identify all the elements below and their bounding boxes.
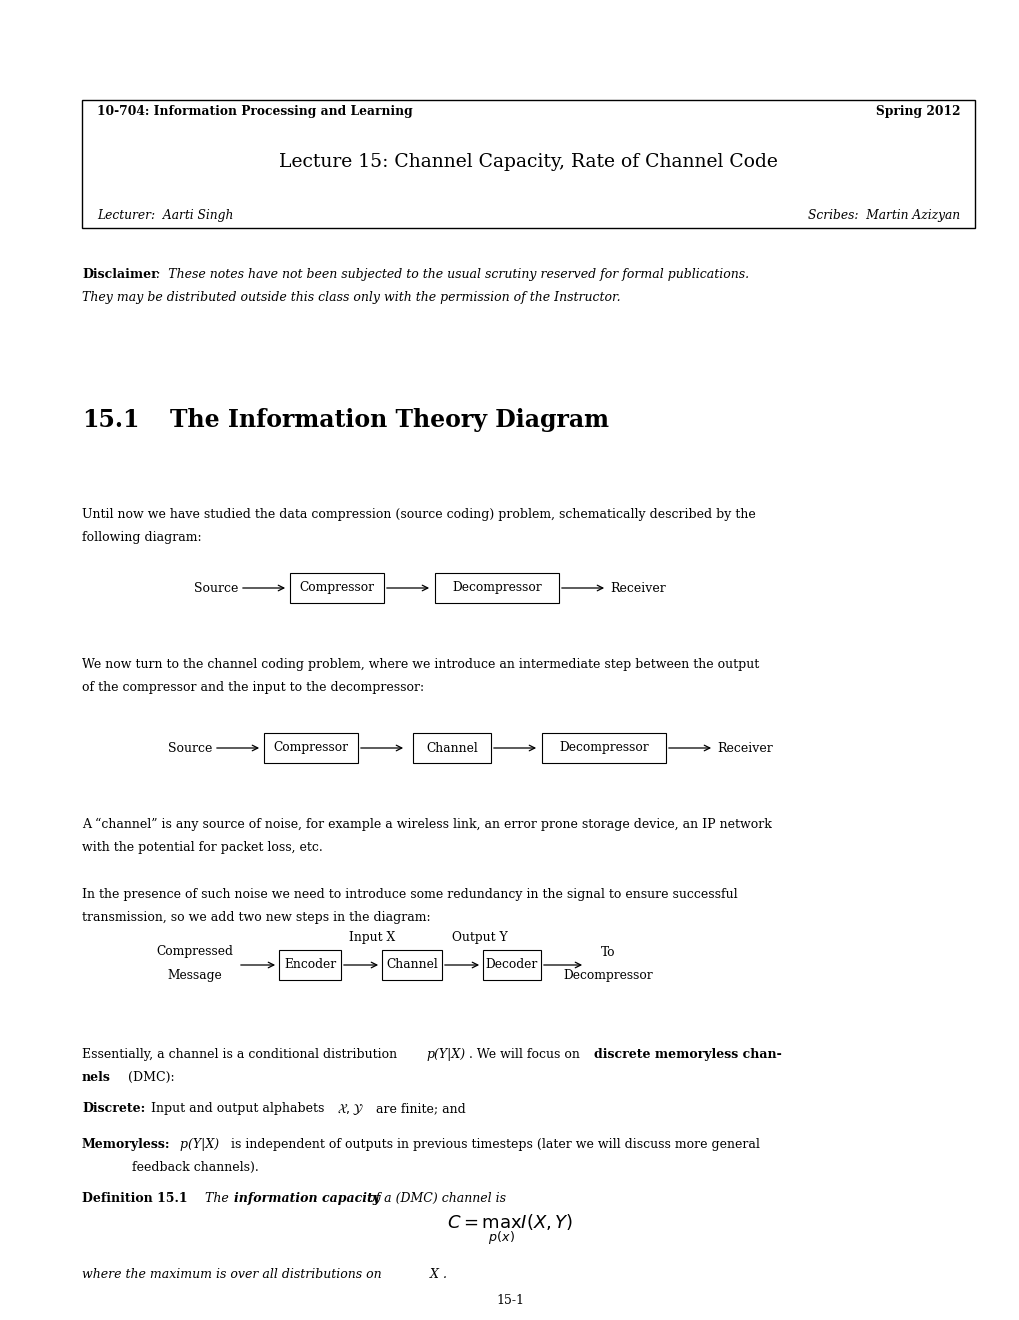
Text: Decompressor: Decompressor [558, 742, 648, 755]
Text: X: X [430, 1269, 438, 1280]
Text: Receiver: Receiver [609, 582, 665, 594]
Text: Lecturer:  Aarti Singh: Lecturer: Aarti Singh [97, 209, 233, 222]
Text: They may be distributed outside this class only with the permission of the Instr: They may be distributed outside this cla… [82, 290, 620, 304]
Text: Compressed: Compressed [156, 945, 233, 958]
Text: 10-704: Information Processing and Learning: 10-704: Information Processing and Learn… [97, 106, 413, 119]
Text: Channel: Channel [386, 958, 437, 972]
Text: In the presence of such noise we need to introduce some redundancy in the signal: In the presence of such noise we need to… [82, 888, 737, 902]
Text: information capacity: information capacity [233, 1192, 380, 1205]
Text: 15-1: 15-1 [495, 1294, 524, 1307]
FancyBboxPatch shape [279, 950, 340, 979]
Text: Memoryless:: Memoryless: [82, 1138, 170, 1151]
Text: Message: Message [167, 969, 222, 982]
Text: Source: Source [194, 582, 237, 594]
Text: Encoder: Encoder [283, 958, 335, 972]
Text: $\mathcal{X}, \mathcal{Y}$: $\mathcal{X}, \mathcal{Y}$ [336, 1102, 363, 1117]
Text: Compressor: Compressor [300, 582, 374, 594]
Text: following diagram:: following diagram: [82, 531, 202, 544]
Text: $C = \max_{p(x)} I(X, Y)$: $C = \max_{p(x)} I(X, Y)$ [446, 1213, 573, 1247]
Text: where the maximum is over all distributions on: where the maximum is over all distributi… [82, 1269, 385, 1280]
Text: are finite; and: are finite; and [372, 1102, 466, 1115]
Text: .: . [442, 1269, 446, 1280]
Text: Decoder: Decoder [485, 958, 538, 972]
Text: The: The [197, 1192, 232, 1205]
FancyBboxPatch shape [434, 573, 558, 603]
FancyBboxPatch shape [289, 573, 383, 603]
Text: Output Y: Output Y [451, 931, 507, 944]
Text: Spring 2012: Spring 2012 [874, 106, 959, 119]
Text: p(Y|X): p(Y|X) [176, 1138, 219, 1151]
Text: feedback channels).: feedback channels). [131, 1162, 259, 1173]
Text: (DMC):: (DMC): [124, 1071, 174, 1084]
FancyBboxPatch shape [82, 100, 974, 228]
Text: Source: Source [167, 742, 212, 755]
FancyBboxPatch shape [264, 733, 358, 763]
Text: Receiver: Receiver [716, 742, 772, 755]
Text: . We will focus on: . We will focus on [469, 1048, 583, 1061]
Text: To: To [600, 945, 614, 958]
Text: nels: nels [82, 1071, 111, 1084]
Text: Lecture 15: Channel Capacity, Rate of Channel Code: Lecture 15: Channel Capacity, Rate of Ch… [279, 153, 777, 172]
Text: Definition 15.1: Definition 15.1 [82, 1192, 187, 1205]
Text: of a (DMC) channel is: of a (DMC) channel is [364, 1192, 505, 1205]
FancyBboxPatch shape [413, 733, 490, 763]
FancyBboxPatch shape [382, 950, 441, 979]
Text: Until now we have studied the data compression (source coding) problem, schemati: Until now we have studied the data compr… [82, 508, 755, 521]
Text: :  These notes have not been subjected to the usual scrutiny reserved for formal: : These notes have not been subjected to… [156, 268, 748, 281]
Text: Channel: Channel [426, 742, 478, 755]
Text: discrete memoryless chan-: discrete memoryless chan- [593, 1048, 781, 1061]
FancyBboxPatch shape [541, 733, 665, 763]
Text: Decompressor: Decompressor [451, 582, 541, 594]
Text: 15.1: 15.1 [82, 408, 140, 432]
Text: Scribes:  Martin Azizyan: Scribes: Martin Azizyan [807, 209, 959, 222]
Text: transmission, so we add two new steps in the diagram:: transmission, so we add two new steps in… [82, 911, 430, 924]
Text: Input X: Input X [348, 931, 394, 944]
Text: Decompressor: Decompressor [562, 969, 652, 982]
Text: We now turn to the channel coding problem, where we introduce an intermediate st: We now turn to the channel coding proble… [82, 657, 758, 671]
Text: Input and output alphabets: Input and output alphabets [147, 1102, 328, 1115]
Text: Essentially, a channel is a conditional distribution: Essentially, a channel is a conditional … [82, 1048, 400, 1061]
FancyBboxPatch shape [483, 950, 540, 979]
Text: The Information Theory Diagram: The Information Theory Diagram [170, 408, 608, 432]
Text: Discrete:: Discrete: [82, 1102, 145, 1115]
Text: Disclaimer: Disclaimer [82, 268, 158, 281]
Text: of the compressor and the input to the decompressor:: of the compressor and the input to the d… [82, 681, 424, 694]
Text: is independent of outputs in previous timesteps (later we will discuss more gene: is independent of outputs in previous ti… [227, 1138, 759, 1151]
Text: A “channel” is any source of noise, for example a wireless link, an error prone : A “channel” is any source of noise, for … [82, 818, 771, 832]
Text: p(Y|X): p(Y|X) [426, 1048, 465, 1061]
Text: with the potential for packet loss, etc.: with the potential for packet loss, etc. [82, 841, 322, 854]
Text: Compressor: Compressor [273, 742, 348, 755]
